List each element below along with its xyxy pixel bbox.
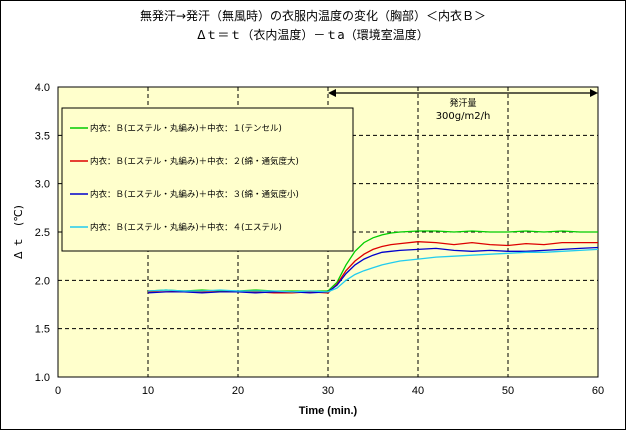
series-line [147,246,599,294]
x-tick-label: 50 [502,385,514,397]
x-tick-label: 40 [412,385,424,397]
y-tick-label: 1.5 [35,324,50,336]
series-line [147,248,599,293]
legend-label: 内衣：Ｂ(エステル・丸編み)＋中衣：４(エステル) [90,222,282,233]
legend-box [61,107,354,252]
y-tick-label: 3.0 [35,179,50,191]
x-tick-label: 10 [142,385,154,397]
y-tick-label: 3.5 [35,130,50,142]
annotation-arrowhead-right [590,89,598,97]
y-tick-label: 2.0 [35,275,50,287]
annotation-value: 300g/m2/h [436,111,491,122]
annotation-arrowhead-left [328,89,336,97]
y-axis-label: Δ ｔ (℃) [12,205,25,259]
x-axis-label: Time (min.) [299,405,358,417]
legend-label: 内衣：Ｂ(エステル・丸編み)＋中衣：３(綿・通気度小) [90,189,299,200]
x-tick-label: 0 [55,385,61,397]
y-tick-label: 4.0 [35,82,50,94]
y-tick-label: 1.0 [35,372,50,384]
annotation-label: 発汗量 [449,97,476,109]
x-tick-label: 60 [592,385,604,397]
legend-label: 内衣：Ｂ(エステル・丸編み)＋中衣：２(綿・通気度大) [90,156,299,167]
x-tick-label: 20 [232,385,244,397]
legend-label: 内衣：Ｂ(エステル・丸編み)＋中衣：１(テンセル) [90,123,282,134]
chart-subtitle: Δｔ＝ｔ（衣内温度）－ｔa（環境室温度） [197,28,429,42]
chart-title: 無発汗→発汗（無風時）の衣服内温度の変化（胸部）＜内衣Ｂ＞ [139,9,487,23]
x-tick-label: 30 [322,385,334,397]
y-tick-label: 2.5 [35,227,50,239]
